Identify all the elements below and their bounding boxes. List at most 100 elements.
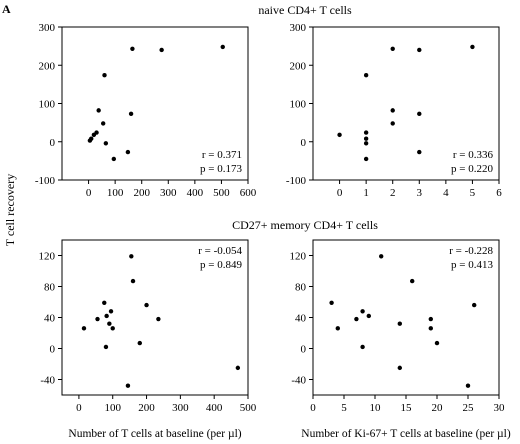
data-point	[129, 254, 134, 259]
p-value: p = 0.413	[451, 259, 493, 271]
x-tick-label: 300	[172, 402, 189, 414]
y-tick-label: 120	[39, 251, 56, 263]
y-tick-label: 120	[290, 251, 307, 263]
data-point	[95, 316, 100, 322]
x-tick-label: 2	[390, 187, 396, 199]
x-tick-label: 0	[310, 402, 316, 414]
p-value: p = 0.849	[200, 259, 242, 271]
y-tick-label: -40	[291, 375, 306, 387]
data-point	[107, 321, 112, 326]
chart-memory-total: 0 100 200 300 400 500 -40 0 40 80 120 r = -0.054 p =…	[39, 239, 257, 440]
data-point	[81, 326, 87, 331]
data-point	[428, 326, 433, 331]
correlation-r: r = -0.054	[198, 245, 242, 257]
y-tick-label: 80	[295, 282, 307, 294]
data-point	[104, 313, 109, 319]
section-title-naive: naive CD4+ T cells	[258, 3, 352, 17]
panel-letter: A	[2, 2, 11, 16]
x-axis-label: Number of Ki-67+ T cells at baseline (pe…	[301, 428, 511, 440]
y-tick-label: -100	[35, 175, 56, 187]
data-point	[363, 72, 369, 78]
y-tick-label: 80	[44, 282, 56, 294]
data-point	[354, 316, 359, 322]
x-tick-label: 500	[240, 402, 257, 414]
data-point	[156, 316, 161, 322]
data-point	[111, 156, 117, 162]
data-point	[137, 340, 142, 346]
x-tick-label: 400	[206, 402, 223, 414]
x-tick-label: 6	[496, 187, 502, 199]
x-tick-label: 4	[443, 187, 449, 199]
data-point	[110, 326, 115, 331]
x-tick-label: 400	[187, 187, 204, 199]
y-tick-label: 0	[301, 344, 307, 356]
p-value: p = 0.173	[200, 163, 242, 175]
x-tick-label: 100	[104, 402, 121, 414]
chart-naive-total: 0 100 200 300 400 500 600 -100 0 100 200 300 r = 0.3…	[35, 22, 257, 199]
data-point	[100, 121, 106, 126]
data-point	[159, 47, 164, 53]
data-point	[417, 47, 422, 53]
data-point	[102, 300, 107, 305]
correlation-r: r = -0.228	[449, 245, 493, 257]
y-tick-label: 200	[39, 60, 56, 72]
x-axis-label: Number of T cells at baseline (per µl)	[68, 428, 241, 440]
y-tick-label: 0	[301, 137, 307, 149]
data-point	[94, 130, 99, 135]
x-tick-label: 5	[470, 187, 476, 199]
x-tick-label: 0	[76, 402, 82, 414]
data-point	[360, 309, 365, 314]
data-point	[379, 254, 384, 259]
x-tick-label: 0	[86, 187, 92, 199]
y-tick-label: 300	[39, 22, 56, 34]
data-point	[102, 72, 107, 78]
x-tick-label: 500	[213, 187, 230, 199]
data-point	[360, 344, 365, 350]
data-point	[329, 300, 334, 305]
data-point	[366, 313, 371, 319]
correlation-r: r = 0.336	[453, 149, 494, 161]
x-tick-label: 3	[417, 187, 423, 199]
data-point	[108, 309, 114, 314]
data-point	[390, 121, 395, 126]
shared-y-axis-label: T cell recovery	[3, 174, 17, 246]
data-point	[335, 326, 340, 331]
data-point	[103, 141, 109, 146]
x-tick-label: 1	[363, 187, 369, 199]
data-point	[220, 44, 225, 50]
data-point	[428, 316, 433, 322]
data-point	[465, 383, 471, 388]
chart-naive-ki67: 0 1 2 3 4 5 6 -100 0 100 200 300 r = 0.336 p = 0.220	[286, 22, 502, 199]
data-point	[96, 108, 101, 113]
section-title-memory: CD27+ memory CD4+ T cells	[232, 218, 378, 232]
data-point	[434, 340, 440, 346]
data-point	[125, 383, 131, 388]
x-tick-label: 300	[160, 187, 177, 199]
y-tick-label: 300	[290, 22, 307, 34]
p-value: p = 0.220	[451, 163, 493, 175]
data-point	[235, 365, 241, 371]
correlation-r: r = 0.371	[202, 149, 242, 161]
x-tick-label: 5	[341, 402, 347, 414]
data-point	[128, 111, 134, 117]
y-tick-label: 0	[50, 137, 56, 149]
x-tick-label: 200	[138, 402, 155, 414]
data-point	[417, 111, 422, 117]
data-point	[103, 344, 109, 350]
data-point	[144, 302, 149, 308]
x-tick-label: 15	[401, 402, 413, 414]
data-point	[397, 321, 402, 326]
data-point	[397, 365, 402, 371]
y-tick-label: 40	[295, 313, 307, 325]
x-tick-label: 200	[133, 187, 150, 199]
data-point	[390, 108, 395, 113]
y-tick-label: -40	[40, 375, 55, 387]
data-point	[390, 46, 395, 52]
data-point	[125, 149, 131, 155]
data-point	[130, 278, 136, 284]
x-tick-label: 25	[463, 402, 475, 414]
data-point	[410, 278, 415, 284]
y-tick-label: 0	[50, 344, 56, 356]
x-tick-label: 0	[337, 187, 343, 199]
